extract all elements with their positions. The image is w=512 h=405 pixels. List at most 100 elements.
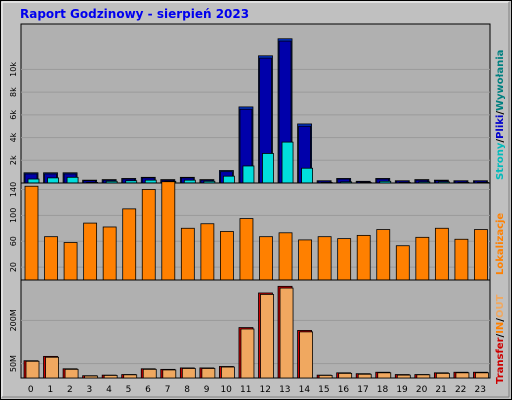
plot-area	[20, 182, 491, 281]
bar-transfer-out	[162, 369, 177, 379]
bar-transfer-out	[396, 374, 411, 379]
x-tick-label: 16	[338, 385, 350, 395]
bar-locations	[200, 223, 215, 281]
x-tick-label: 18	[377, 385, 389, 395]
bar-pages	[262, 153, 274, 184]
bar-locations	[220, 231, 234, 281]
bar-transfer-out	[201, 368, 216, 379]
bar-transfer-out	[435, 372, 450, 379]
bar-pages	[47, 177, 59, 184]
legend-out-label: OUT	[495, 294, 506, 318]
bar-pages	[301, 167, 313, 184]
x-axis: 0 1 2 3 4 5 6 7 8 9 10 11 12 13 14 15 16 17 18 19 20 21 22 23	[28, 385, 486, 395]
legend-pages-label: Strony	[495, 142, 506, 180]
y-tick-label: 200M	[9, 309, 18, 331]
x-tick-label: 1	[47, 385, 53, 395]
x-tick-label: 23	[475, 385, 486, 395]
legend-hits: Strony/Pliki/Wywołania	[495, 50, 506, 180]
bar-locations	[298, 239, 312, 281]
plot-area	[20, 279, 491, 379]
bar-locations	[356, 234, 371, 281]
bar-transfer-out	[318, 375, 333, 379]
x-tick-label: 4	[106, 385, 112, 395]
bar-pages	[223, 175, 235, 184]
x-tick-label: 12	[260, 385, 271, 395]
x-tick-label: 20	[416, 385, 428, 395]
y-tick-label: 60	[9, 236, 18, 246]
x-tick-label: 13	[279, 385, 290, 395]
bar-locations	[102, 226, 117, 281]
x-tick-label: 21	[435, 385, 446, 395]
x-tick-label: 2	[67, 385, 73, 395]
bar-pages	[242, 165, 255, 184]
bar-locations	[141, 189, 156, 281]
bar-transfer-out	[240, 328, 255, 379]
bar-locations	[63, 242, 78, 281]
bar-locations	[395, 245, 410, 281]
bar-transfer-out	[64, 368, 79, 379]
x-tick-label: 19	[396, 385, 408, 395]
y-tick-label: 140	[9, 182, 18, 197]
legend-transfer-sep-2: /	[495, 318, 506, 322]
bar-pages	[27, 178, 40, 184]
bar-transfer-out	[416, 374, 431, 379]
bar-locations	[44, 236, 58, 281]
x-tick-label: 11	[240, 385, 251, 395]
bar-transfer-out	[260, 294, 274, 379]
legend-files-label: Pliki	[495, 115, 506, 139]
y-tick-label: 6k	[9, 110, 18, 120]
x-tick-label: 15	[318, 385, 329, 395]
y-tick-label: 100	[9, 208, 18, 223]
bar-transfer-out	[455, 372, 470, 379]
legend-transfer-label: Transfer	[495, 337, 506, 384]
x-tick-label: 17	[357, 385, 368, 395]
y-tick-label: 4k	[9, 132, 18, 142]
legend-hits-label: Wywołania	[495, 50, 506, 111]
legend-transfer: Transfer/IN/OUT	[495, 294, 506, 384]
bar-locations	[454, 238, 469, 281]
y-tick-label: 8k	[9, 87, 18, 97]
bar-locations	[376, 229, 391, 281]
panel-transfer: 50M 200M	[9, 279, 491, 379]
legend-sep-1: /	[495, 139, 506, 143]
bar-transfer-out	[45, 356, 59, 379]
y-tick-label: 2k	[9, 155, 18, 165]
bar-transfer-out	[103, 375, 118, 379]
bar-locations	[83, 222, 98, 281]
bar-locations	[180, 227, 195, 281]
bar-transfer-out	[25, 360, 40, 379]
bar-locations	[161, 181, 176, 281]
panel-hits: 2k 4k 6k 8k 10k	[9, 23, 491, 184]
plot-area	[20, 23, 491, 184]
legend-sep-2: /	[495, 111, 506, 115]
x-tick-label: 3	[87, 385, 93, 395]
bar-pages	[66, 176, 79, 184]
x-tick-label: 7	[165, 385, 171, 395]
y-tick-label: 50M	[9, 355, 18, 372]
bar-locations	[24, 185, 39, 281]
legend-transfer-sep-1: /	[495, 333, 506, 337]
legend-in-label: IN	[495, 322, 506, 334]
x-tick-label: 22	[455, 385, 466, 395]
x-tick-label: 9	[204, 385, 210, 395]
bar-transfer-out	[123, 374, 138, 379]
panel-visits: 20 60 100 140	[9, 181, 491, 281]
bar-locations	[415, 236, 430, 281]
x-tick-label: 5	[126, 385, 132, 395]
y-tick-label: 10k	[9, 62, 18, 77]
bar-transfer-out	[299, 331, 313, 379]
bar-locations	[278, 232, 293, 281]
x-tick-label: 0	[28, 385, 34, 395]
bar-locations	[122, 208, 137, 281]
bar-locations	[259, 236, 273, 281]
bar-locations	[239, 218, 254, 281]
bar-locations	[434, 227, 449, 281]
bar-locations	[337, 238, 352, 281]
bar-transfer-out	[357, 373, 372, 379]
x-tick-label: 6	[145, 385, 151, 395]
x-tick-label: 8	[184, 385, 190, 395]
bar-locations	[474, 229, 488, 281]
x-tick-label: 10	[220, 385, 232, 395]
